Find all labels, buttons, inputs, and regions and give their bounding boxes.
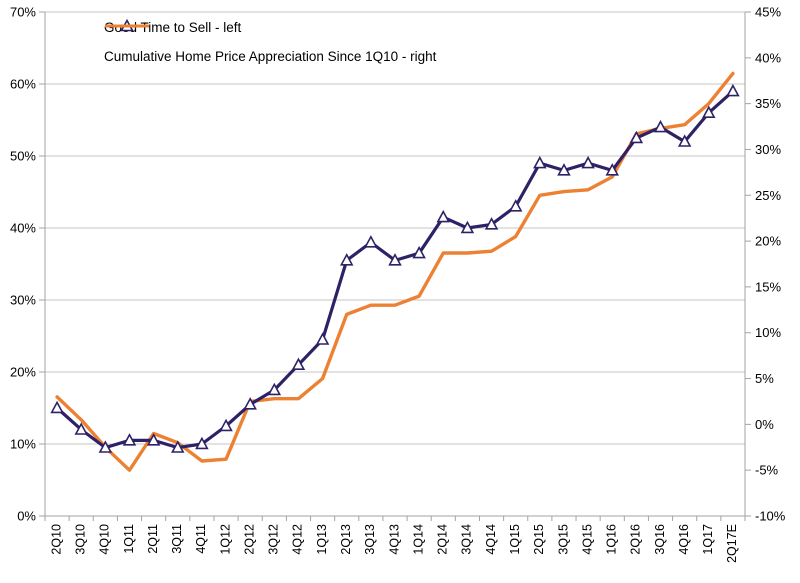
series-marker-triangle — [726, 83, 740, 97]
series-marker-triangle — [243, 397, 257, 410]
series-marker-triangle — [98, 440, 113, 453]
x-axis-category-label: 2Q14 — [436, 524, 450, 555]
series-marker-triangle — [171, 440, 185, 453]
x-axis-category-label: 4Q14 — [484, 524, 498, 555]
x-axis-category-label: 1Q16 — [605, 524, 619, 555]
series-marker-triangle — [677, 134, 692, 147]
legend-item-good-time-to-sell: Good Time to Sell - left — [104, 18, 436, 38]
series-marker-triangle — [388, 253, 402, 266]
x-axis-category-label: 2Q10 — [49, 524, 63, 555]
right-axis-tick-label: 20% — [755, 234, 781, 249]
series-marker-triangle — [219, 418, 233, 432]
x-axis-category-label: 2Q16 — [629, 524, 643, 555]
x-axis-category-label: 3Q15 — [556, 524, 570, 555]
series-marker-triangle — [339, 253, 354, 266]
x-axis-category-label: 4Q13 — [387, 524, 401, 555]
x-axis-category-label: 3Q11 — [170, 524, 184, 554]
x-axis-category-label: 1Q17 — [701, 524, 715, 555]
left-axis-tick-label: 30% — [10, 293, 36, 308]
right-axis-tick-label: 45% — [755, 5, 781, 20]
series-marker-triangle — [267, 382, 282, 396]
left-axis-tick-label: 60% — [10, 77, 36, 92]
series-marker-triangle — [653, 119, 668, 133]
series-marker-triangle — [146, 433, 161, 446]
right-axis-tick-label: 10% — [755, 325, 781, 340]
x-axis-category-label: 2Q11 — [146, 524, 160, 554]
legend-label-good-time-to-sell: Good Time to Sell - left — [104, 20, 242, 35]
series-marker-triangle — [533, 155, 547, 169]
right-axis-tick-label: 5% — [755, 371, 774, 386]
x-axis-category-label: 2Q15 — [532, 524, 546, 555]
series-marker-triangle — [195, 436, 209, 450]
x-axis-category-label: 1Q13 — [315, 524, 329, 555]
x-axis-category-label: 3Q13 — [363, 524, 377, 555]
right-axis-tick-label: 15% — [755, 279, 781, 294]
x-axis-category-label: 4Q15 — [580, 524, 594, 555]
series-marker-triangle — [605, 163, 619, 176]
series-marker-triangle — [436, 209, 451, 223]
series-marker-triangle — [291, 357, 306, 370]
x-axis-category-label: 3Q14 — [460, 524, 474, 555]
x-axis-category-label: 4Q12 — [291, 524, 305, 555]
x-axis-category-label: 2Q13 — [339, 524, 353, 555]
series-marker-triangle — [315, 332, 330, 345]
x-axis-category-label: 3Q12 — [267, 524, 281, 555]
series-marker-triangle — [581, 155, 595, 169]
x-axis-category-label: 4Q16 — [677, 524, 691, 555]
x-axis-category-label: 3Q10 — [74, 524, 88, 555]
series-line-cumulative-hpa — [55, 71, 735, 472]
x-axis-category-label: 3Q16 — [653, 524, 667, 555]
x-axis-category-label: 1Q11 — [122, 524, 136, 554]
series-marker-triangle — [629, 130, 644, 144]
right-axis-tick-label: 35% — [755, 96, 781, 111]
right-axis-tick-label: -5% — [755, 463, 779, 478]
series-marker-triangle — [412, 245, 426, 259]
x-axis-category-label: 1Q15 — [508, 524, 522, 555]
legend-label-cumulative-hpa: Cumulative Home Price Appreciation Since… — [104, 49, 437, 64]
series-marker-triangle — [74, 422, 88, 435]
series-marker-triangle — [122, 433, 137, 446]
series-marker-triangle — [484, 217, 499, 230]
right-axis-tick-label: 30% — [755, 142, 781, 157]
legend-swatch-orange-line-icon — [105, 24, 149, 28]
series-marker-triangle — [702, 105, 716, 118]
x-axis-category-label: 4Q11 — [194, 524, 208, 554]
x-axis-category-label: 2Q12 — [242, 524, 256, 555]
right-axis-tick-label: 25% — [755, 188, 781, 203]
left-axis-tick-label: 70% — [10, 5, 36, 20]
chart-legend: Good Time to Sell - left Cumulative Home… — [104, 18, 436, 67]
series-marker-triangle — [364, 235, 378, 248]
left-axis-tick-label: 20% — [10, 365, 36, 380]
right-axis-tick-label: -10% — [755, 509, 786, 524]
left-axis-tick-label: 10% — [10, 437, 36, 452]
series-marker-triangle — [460, 220, 475, 234]
series-marker-triangle — [557, 163, 571, 176]
series-marker-triangle — [508, 199, 523, 212]
x-axis-category-label: 1Q14 — [411, 524, 425, 555]
series-marker-triangle — [50, 400, 64, 414]
x-axis-category-label: 2Q17E — [725, 524, 739, 563]
x-axis-category-label: 4Q10 — [98, 524, 112, 555]
x-axis-category-label: 1Q12 — [218, 524, 232, 555]
legend-item-cumulative-hpa: Cumulative Home Price Appreciation Since… — [104, 24, 437, 67]
right-axis-tick-label: 40% — [755, 50, 781, 65]
left-axis-tick-label: 50% — [10, 149, 36, 164]
right-axis-tick-label: 0% — [755, 417, 774, 432]
left-axis-tick-label: 0% — [17, 509, 36, 524]
left-axis-tick-label: 40% — [10, 221, 36, 236]
